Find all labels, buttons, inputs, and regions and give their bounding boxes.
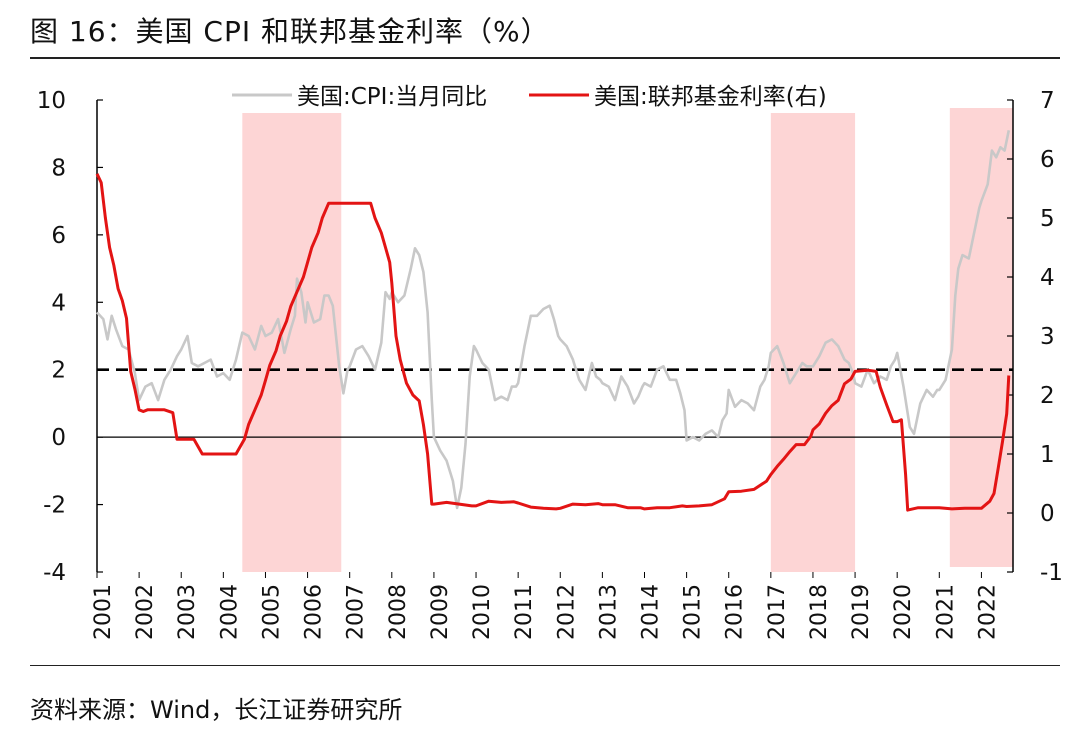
left-tick-label: -4 <box>43 560 66 586</box>
axes: -4 -2 0 2 4 6 8 10 -1 0 1 2 3 4 5 6 7 2001 2002 2003 2004 200… <box>37 88 1063 640</box>
right-tick-label: -1 <box>1040 560 1063 586</box>
x-tick-label: 2018 <box>807 584 832 640</box>
series-lines <box>95 130 1011 512</box>
left-tick-label: 8 <box>51 155 66 181</box>
left-tick-label: 4 <box>51 290 66 316</box>
right-tick-label: 3 <box>1040 324 1055 350</box>
left-tick-label: 10 <box>37 88 66 114</box>
x-tick-label: 2011 <box>512 584 537 640</box>
shaded-period-1 <box>242 113 342 572</box>
chart: -4 -2 0 2 4 6 8 10 -1 0 1 2 3 4 5 6 7 2001 2002 2003 2004 200… <box>37 84 1063 640</box>
shaded-period-2 <box>770 113 856 572</box>
cpi-line <box>96 130 1011 510</box>
right-tick-label: 6 <box>1040 147 1055 173</box>
right-tick-label: 5 <box>1040 206 1055 232</box>
source-note: 资料来源：Wind，长江证券研究所 <box>30 696 403 724</box>
left-tick-label: 0 <box>51 425 66 451</box>
left-tick-label: -2 <box>43 493 66 519</box>
legend-label-fed-funds-rate: 美国:联邦基金利率(右) <box>594 84 827 110</box>
x-tick-label: 2004 <box>217 584 242 640</box>
fed-funds-rate-line <box>95 173 1011 512</box>
x-tick-label: 2013 <box>596 584 621 640</box>
figure-title: 图 16：美国 CPI 和联邦基金利率（%） <box>30 15 550 48</box>
footer-rule <box>30 665 1060 666</box>
x-tick-label: 2001 <box>91 584 116 640</box>
x-tick-label: 2022 <box>975 584 1000 640</box>
right-tick-label: 2 <box>1040 383 1055 409</box>
x-tick-label: 2019 <box>849 584 874 640</box>
x-tick-label: 2017 <box>765 584 790 640</box>
x-tick-label: 2005 <box>259 584 284 640</box>
x-tick-label: 2014 <box>638 584 663 640</box>
x-tick-label: 2012 <box>554 584 579 640</box>
left-tick-label: 6 <box>51 223 66 249</box>
right-tick-label: 1 <box>1040 442 1055 468</box>
x-tick-label: 2008 <box>386 584 411 640</box>
legend: 美国:CPI:当月同比 美国:联邦基金利率(右) <box>232 84 827 110</box>
x-tick-label: 2020 <box>891 584 916 640</box>
x-tick-label: 2015 <box>681 584 706 640</box>
title-rule <box>30 57 1060 59</box>
x-tick-label: 2002 <box>133 584 158 640</box>
legend-label-cpi: 美国:CPI:当月同比 <box>297 84 487 110</box>
shaded-period-3 <box>949 108 1013 567</box>
right-tick-label: 4 <box>1040 265 1055 291</box>
shaded-periods <box>242 108 1013 572</box>
x-tick-label: 2003 <box>175 584 200 640</box>
x-tick-label: 2006 <box>302 584 327 640</box>
right-tick-label: 7 <box>1040 88 1055 114</box>
left-tick-label: 2 <box>51 358 66 384</box>
x-tick-label: 2021 <box>933 584 958 640</box>
right-tick-label: 0 <box>1040 501 1055 527</box>
x-tick-label: 2016 <box>723 584 748 640</box>
x-tick-label: 2010 <box>470 584 495 640</box>
x-tick-label: 2007 <box>344 584 369 640</box>
x-tick-label: 2009 <box>428 584 453 640</box>
